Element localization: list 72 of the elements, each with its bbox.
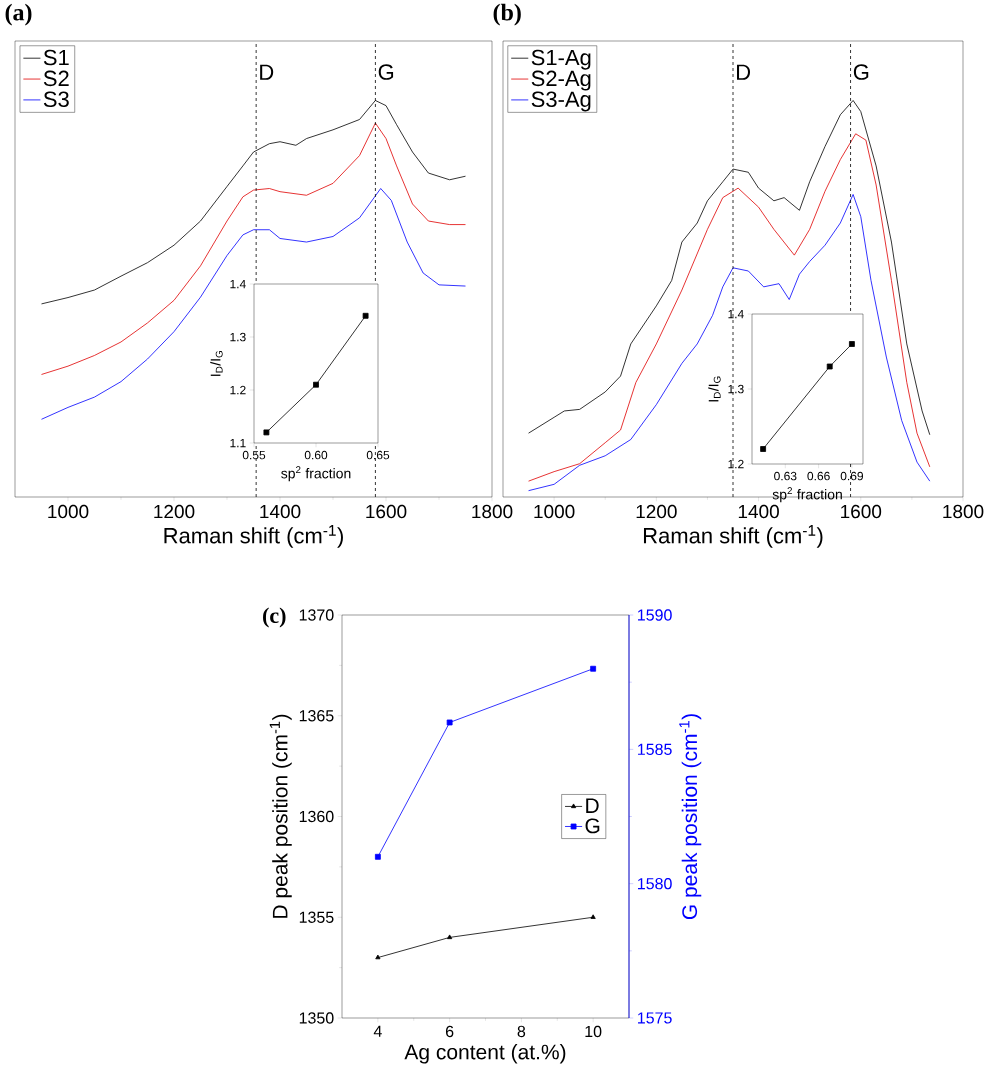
ref-line-label: G (378, 64, 394, 80)
ref-line-label: G (853, 64, 869, 80)
point (760, 446, 767, 452)
x-tick-label: 10 (585, 1025, 602, 1038)
x-tick-label: 1800 (472, 504, 513, 519)
legend-label: D (586, 798, 599, 813)
y-axis-title: I$_{D}$/I$_{G}$ (210, 351, 223, 376)
y-tick-label: 1.2 (230, 385, 246, 395)
legend-label: S3 (43, 91, 69, 108)
point (374, 853, 381, 860)
x-axis-title: sp$^{2}$ fraction (281, 466, 351, 482)
ref-line-label: D (737, 64, 751, 80)
ref-line-label: D (260, 64, 274, 80)
x-tick-label: 0.66 (807, 471, 830, 481)
y-tick-label: 1360 (299, 810, 334, 823)
point (590, 914, 596, 919)
point (313, 381, 319, 388)
x-tick-label: 1800 (943, 504, 984, 519)
y-axis-title: D peak position (cm$^{-1}$) (269, 714, 292, 918)
y2-tick-label: 1580 (638, 878, 672, 890)
y-axis-title: I$_{D}$/I$_{G}$ (708, 376, 721, 402)
x-tick-label: 1600 (841, 504, 882, 519)
x-tick-label: 0.60 (304, 450, 328, 460)
y2-tick-label: 1585 (638, 743, 672, 756)
y-tick-label: 1.3 (230, 332, 246, 342)
y2-tick-label: 1590 (638, 609, 672, 621)
point (446, 719, 453, 726)
point (447, 934, 453, 940)
point (849, 341, 855, 347)
x-tick-label: 1600 (366, 504, 407, 519)
chart-title: (c) (263, 607, 286, 628)
y-tick-label: 1.4 (728, 309, 744, 319)
legend-label: G (585, 818, 600, 834)
legend-label: S2 (43, 70, 69, 87)
legend-label: S1 (43, 49, 69, 66)
x-tick-label: 0.63 (774, 471, 797, 481)
chart-title: (a) (5, 3, 32, 26)
x-tick-label: 0.69 (840, 471, 864, 481)
legend-label: S3-Ag (531, 91, 591, 112)
y-tick-label: 1.2 (728, 459, 744, 469)
y-tick-label: 1.3 (728, 384, 744, 394)
y-tick-label: 1350 (299, 1012, 334, 1024)
y-tick-label: 1355 (299, 911, 334, 923)
x-tick-label: 4 (373, 1025, 382, 1037)
x-tick-label: 1000 (48, 504, 89, 519)
x-axis-title: Raman shift (cm$^{-1}$) (164, 525, 343, 548)
x-tick-label: 1400 (260, 504, 301, 519)
point (375, 954, 381, 960)
point (590, 665, 597, 672)
point (362, 312, 369, 319)
y2-axis-title: G peak position (cm$^{-1}$) (679, 714, 702, 920)
x-tick-label: 6 (445, 1025, 454, 1038)
y2-tick-label: 1575 (638, 1012, 672, 1024)
x-tick-label: 0.65 (366, 450, 390, 460)
x-tick-label: 8 (517, 1025, 526, 1038)
x-tick-label: 1400 (738, 504, 779, 519)
y-tick-label: 1365 (299, 710, 334, 722)
point (263, 429, 270, 436)
point (826, 363, 833, 370)
x-axis-title: Raman shift (cm$^{-1}$) (643, 525, 823, 548)
x-tick-label: 0.55 (242, 450, 266, 460)
x-axis-title: sp$^{2}$ fraction (772, 487, 842, 503)
y-tick-label: 1.1 (230, 438, 246, 448)
legend-label: S2-Ag (531, 70, 591, 91)
chart-title: (b) (493, 3, 521, 26)
y-tick-label: 1370 (299, 609, 334, 621)
x-tick-label: 1200 (154, 504, 195, 519)
x-tick-label: 1000 (534, 504, 575, 519)
x-tick-label: 1200 (636, 504, 677, 519)
x-axis-title: Ag content (at.%) (404, 1044, 566, 1064)
legend-label: S1-Ag (531, 49, 591, 70)
y-tick-label: 1.4 (230, 279, 246, 289)
